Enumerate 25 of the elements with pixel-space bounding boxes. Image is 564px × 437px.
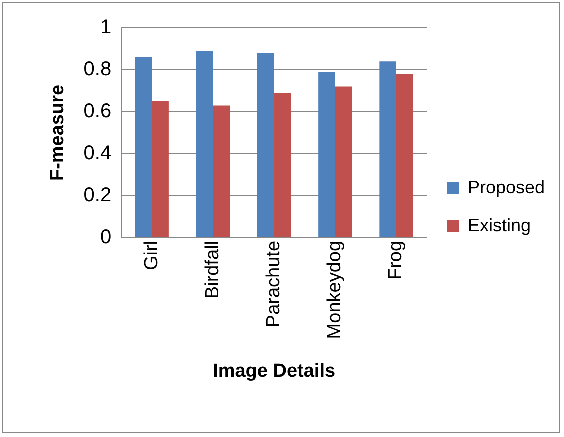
legend-label: Existing xyxy=(468,215,532,236)
y-axis-title: F-measure xyxy=(48,84,69,182)
bar xyxy=(135,57,152,238)
x-tick-label: Birdfall xyxy=(202,240,224,300)
x-tick-label: Parachute xyxy=(264,240,285,328)
y-tick-label: 0.8 xyxy=(84,58,112,81)
bar xyxy=(152,101,169,238)
y-tick-label: 0.4 xyxy=(84,142,112,164)
y-tick-label: 0.6 xyxy=(84,100,112,123)
y-tick-label: 0 xyxy=(100,226,112,248)
x-tick-label: Monkeydog xyxy=(324,240,346,340)
x-tick-label: Girl xyxy=(141,240,162,271)
bar xyxy=(274,93,292,238)
bar xyxy=(396,74,414,238)
bar xyxy=(335,86,352,238)
bar xyxy=(380,62,396,238)
legend-label: Proposed xyxy=(468,177,546,198)
bar xyxy=(318,72,336,238)
bar xyxy=(213,106,230,238)
y-tick-label: 0.2 xyxy=(84,184,112,206)
bar xyxy=(258,53,274,238)
x-axis-title: Image Details xyxy=(213,360,336,382)
y-tick-label: 1 xyxy=(100,16,112,39)
bar xyxy=(196,51,214,238)
x-tick-label: Frog xyxy=(386,240,407,280)
